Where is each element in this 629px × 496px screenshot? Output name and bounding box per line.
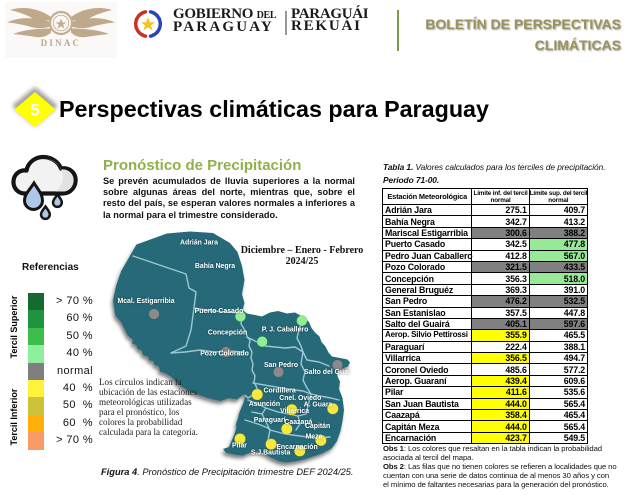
svg-text:Mcal. Estigarribia: Mcal. Estigarribia bbox=[117, 298, 174, 305]
svg-text:Cnel. Oviedo: Cnel. Oviedo bbox=[279, 395, 321, 402]
svg-text:Puerto Casado: Puerto Casado bbox=[195, 308, 244, 315]
svg-text:Meza: Meza bbox=[306, 434, 323, 441]
svg-text:Capitán: Capitán bbox=[305, 423, 330, 430]
svg-text:Asunción: Asunción bbox=[249, 401, 280, 408]
svg-text:DINAC: DINAC bbox=[41, 38, 82, 48]
svg-text:Concepción: Concepción bbox=[208, 330, 247, 337]
svg-text:A. Guara: A. Guara bbox=[304, 402, 333, 409]
svg-text:Encarnación: Encarnación bbox=[276, 444, 317, 451]
svg-text:Bahía Negra: Bahía Negra bbox=[195, 263, 235, 270]
svg-text:Pozo Colorado: Pozo Colorado bbox=[200, 351, 249, 358]
svg-text:Salto del Guaí: Salto del Guaí bbox=[304, 369, 351, 376]
svg-text:Cordillera: Cordillera bbox=[264, 388, 296, 395]
svg-text:S.J.Bautista: S.J.Bautista bbox=[251, 450, 291, 457]
svg-text:San Pedro: San Pedro bbox=[264, 362, 298, 369]
svg-text:Caazapá: Caazapá bbox=[284, 419, 312, 426]
svg-text:Villarrica: Villarrica bbox=[280, 408, 309, 415]
svg-text:P. J. Caballero: P. J. Caballero bbox=[262, 327, 309, 334]
svg-text:Adrián Jara: Adrián Jara bbox=[180, 240, 218, 247]
svg-text:Pilar: Pilar bbox=[232, 443, 247, 450]
svg-text:Paraguarí: Paraguarí bbox=[254, 417, 287, 424]
svg-text:5: 5 bbox=[30, 101, 39, 120]
